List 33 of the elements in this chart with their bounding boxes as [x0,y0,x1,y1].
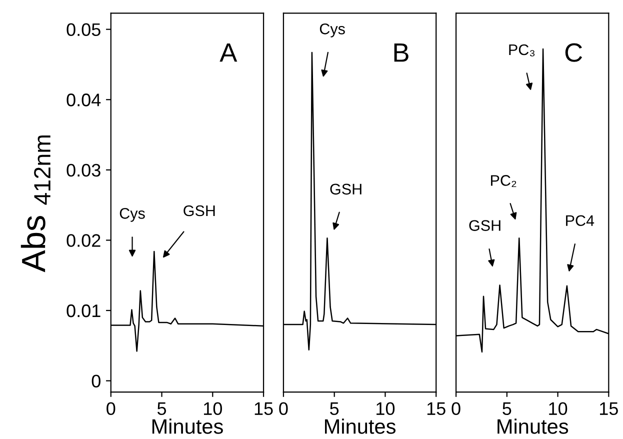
y-tick-label: 0.04 [66,94,101,106]
x-tick-label: 15 [427,402,446,416]
x-tick-label: 10 [549,402,568,416]
annotation: B [394,44,408,62]
y-tick-label: 0 [92,374,100,388]
x-tick-label: 15 [600,402,618,416]
x-tick-label: 10 [204,402,222,416]
x-tick-label: 0 [452,402,460,416]
x-tick-label: 15 [254,402,273,416]
x-tick-label: 10 [376,402,395,416]
annotation: GSH [184,205,215,216]
x-tick-label: 0 [279,402,288,416]
x-axis-title: Minutes [152,418,223,434]
y-tick-label: 0.01 [66,304,100,318]
annotation: Cys [320,24,345,38]
annotation: PC4 [566,215,594,226]
x-tick-label: 5 [157,402,166,416]
annotation: GSH [469,220,500,231]
y-axis-title: Abs $_{412nm}$ [20,135,50,272]
y-tick-label: 0.03 [66,164,100,177]
y-tick-label: 0.05 [66,23,100,36]
x-tick-label: 5 [502,402,512,416]
annotation: PC₂ [491,175,516,188]
annotation: C [565,43,582,62]
x-axis-title: Minutes [325,418,396,434]
annotation: A [220,44,238,62]
y-tick-label: 0.02 [66,234,100,247]
x-tick-label: 5 [330,402,339,416]
x-axis-title: Minutes [498,418,568,434]
annotation: Cys [120,208,145,222]
x-tick-label: 0 [106,402,116,416]
annotation: GSH [330,184,362,195]
annotation: PC₃ [509,44,535,56]
